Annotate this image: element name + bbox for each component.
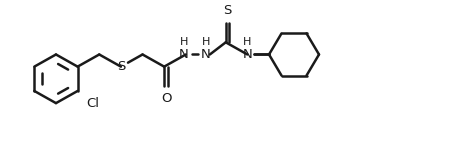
Text: H: H <box>180 36 188 47</box>
Text: H: H <box>202 36 210 47</box>
Text: H: H <box>243 36 251 47</box>
Text: S: S <box>223 4 231 17</box>
Text: N: N <box>179 48 189 61</box>
Text: N: N <box>201 48 211 61</box>
Text: O: O <box>161 92 171 105</box>
Text: S: S <box>117 60 125 73</box>
Text: Cl: Cl <box>86 97 99 110</box>
Text: N: N <box>243 48 252 61</box>
